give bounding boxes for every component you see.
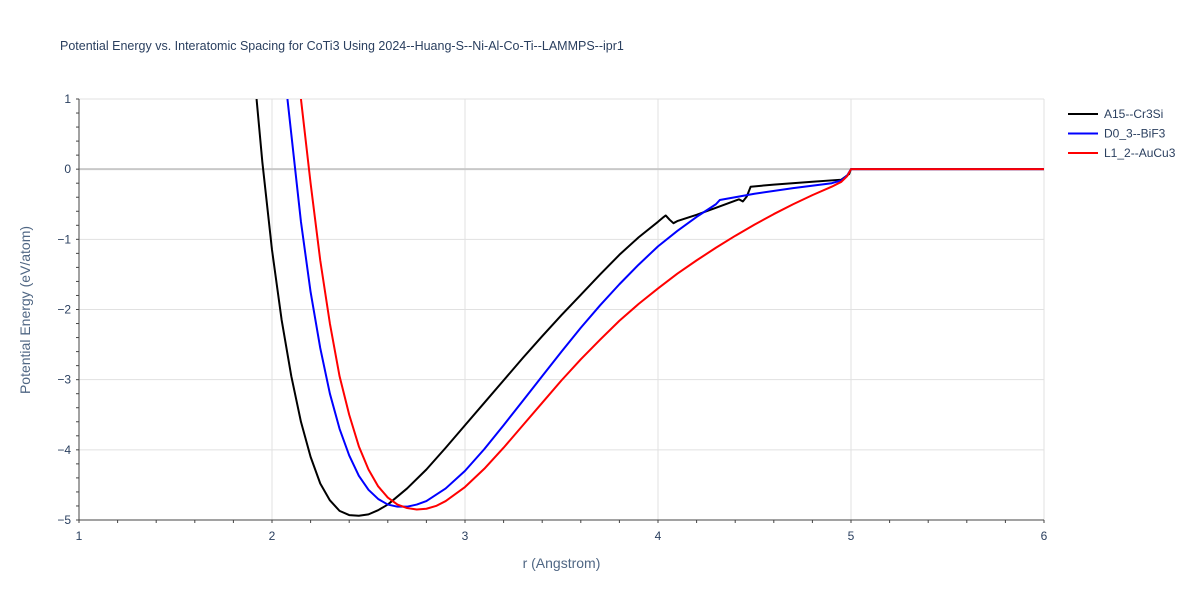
legend-label: L1_2--AuCu3	[1104, 146, 1176, 160]
x-axis-title: r (Angstrom)	[523, 555, 601, 571]
axes	[76, 98, 1045, 523]
series-line-1	[286, 99, 1044, 508]
y-tick-label: −3	[57, 373, 71, 387]
legend-label: D0_3--BiF3	[1104, 127, 1166, 141]
x-tick-label: 2	[269, 529, 276, 543]
y-tick-label: 0	[64, 162, 71, 176]
grid-lines	[79, 98, 1045, 520]
x-tick-label: 3	[462, 529, 469, 543]
y-axis-title: Potential Energy (eV/atom)	[17, 226, 33, 394]
x-tick-label: 4	[655, 529, 662, 543]
x-tick-label: 5	[848, 529, 855, 543]
x-tick-labels: 1 2 3 4 5 6	[76, 529, 1048, 543]
chart-title: Potential Energy vs. Interatomic Spacing…	[60, 39, 624, 53]
series-layer	[255, 99, 1044, 517]
legend: A15--Cr3Si D0_3--BiF3 L1_2--AuCu3	[1068, 107, 1176, 160]
legend-label: A15--Cr3Si	[1104, 107, 1163, 121]
y-tick-label: 1	[64, 92, 71, 106]
series-line-2	[299, 99, 1044, 511]
y-tick-labels: 1 0 −1 −2 −3 −4 −5	[57, 92, 71, 527]
y-tick-label: −2	[57, 303, 71, 317]
y-tick-label: −4	[57, 443, 71, 457]
x-tick-label: 6	[1041, 529, 1048, 543]
y-tick-label: −1	[57, 232, 71, 246]
series-line-0	[255, 99, 1044, 517]
x-tick-label: 1	[76, 529, 83, 543]
y-tick-label: −5	[57, 513, 71, 527]
